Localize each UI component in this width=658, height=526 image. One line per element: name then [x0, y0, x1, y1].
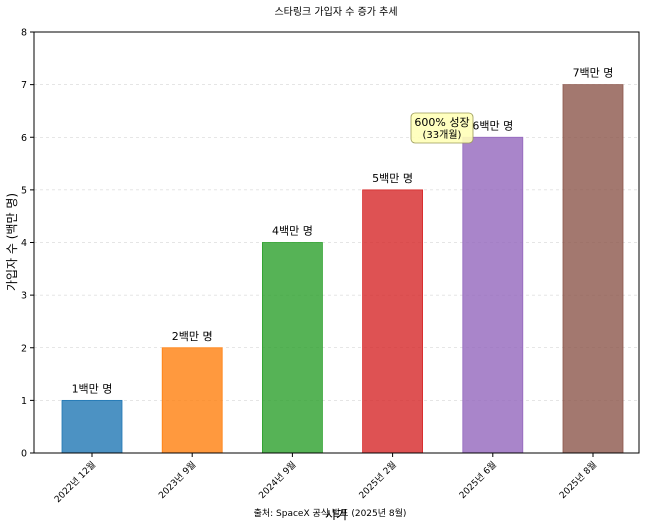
- y-tick-label: 0: [21, 449, 27, 460]
- y-tick-label: 2: [21, 343, 27, 354]
- bar-value-label: 7백만 명: [573, 67, 614, 80]
- y-axis-ticks: 0 1 2 3 4 5 6 7 8: [21, 28, 34, 460]
- bar-value-label: 6백만 명: [472, 119, 513, 132]
- x-axis-label: 시기: [325, 508, 347, 522]
- bar: [261, 242, 323, 454]
- x-tick-label: 2025년 6월: [456, 459, 498, 501]
- annotation-line1: 600% 성장: [414, 116, 469, 129]
- y-tick-label: 6: [21, 133, 27, 144]
- bar: [61, 399, 123, 454]
- y-tick-label: 3: [21, 291, 27, 302]
- x-tick-label: 2023년 9월: [156, 459, 198, 501]
- plot-frame: [33, 31, 640, 454]
- grid-lines: [34, 84, 639, 401]
- y-tick-label: 7: [21, 80, 27, 91]
- x-tick-label: 2025년 2월: [356, 459, 398, 501]
- y-tick-label: 4: [21, 238, 27, 249]
- bar: [562, 84, 624, 454]
- bar-value-label: 1백만 명: [72, 382, 113, 395]
- source-note: 출처: SpaceX 공식 발표 (2025년 8월): [254, 507, 407, 519]
- bar-value-label: 5백만 명: [372, 172, 413, 185]
- chart-title: 스타링크 가입자 수 증가 추세: [274, 5, 397, 18]
- bar-value-label: 4백만 명: [272, 225, 313, 238]
- y-tick-label: 8: [21, 28, 27, 39]
- growth-annotation: 600% 성장 (33개월): [410, 112, 474, 144]
- y-tick-label: 5: [21, 185, 27, 196]
- x-tick-label: 2024년 9월: [256, 459, 298, 501]
- x-axis-ticks: 2022년 12월 2023년 9월 2024년 9월 2025년 2월 2025년 6…: [52, 453, 599, 506]
- bar: [362, 189, 424, 454]
- bar: [161, 347, 223, 454]
- x-tick-label: 2022년 12월: [52, 459, 99, 506]
- bar: [462, 136, 524, 454]
- y-tick-label: 1: [21, 396, 27, 407]
- y-axis-label: 가입자 수 (백만 명): [5, 193, 19, 291]
- x-tick-label: 2025년 8월: [557, 459, 599, 501]
- bars: [61, 84, 624, 454]
- annotation-line2: (33개월): [423, 129, 462, 141]
- bar-value-label: 2백만 명: [172, 330, 213, 343]
- bar-labels: 1백만 명 2백만 명 4백만 명 5백만 명 6백만 명 7백만 명: [72, 67, 614, 396]
- annotation-box: [410, 112, 474, 144]
